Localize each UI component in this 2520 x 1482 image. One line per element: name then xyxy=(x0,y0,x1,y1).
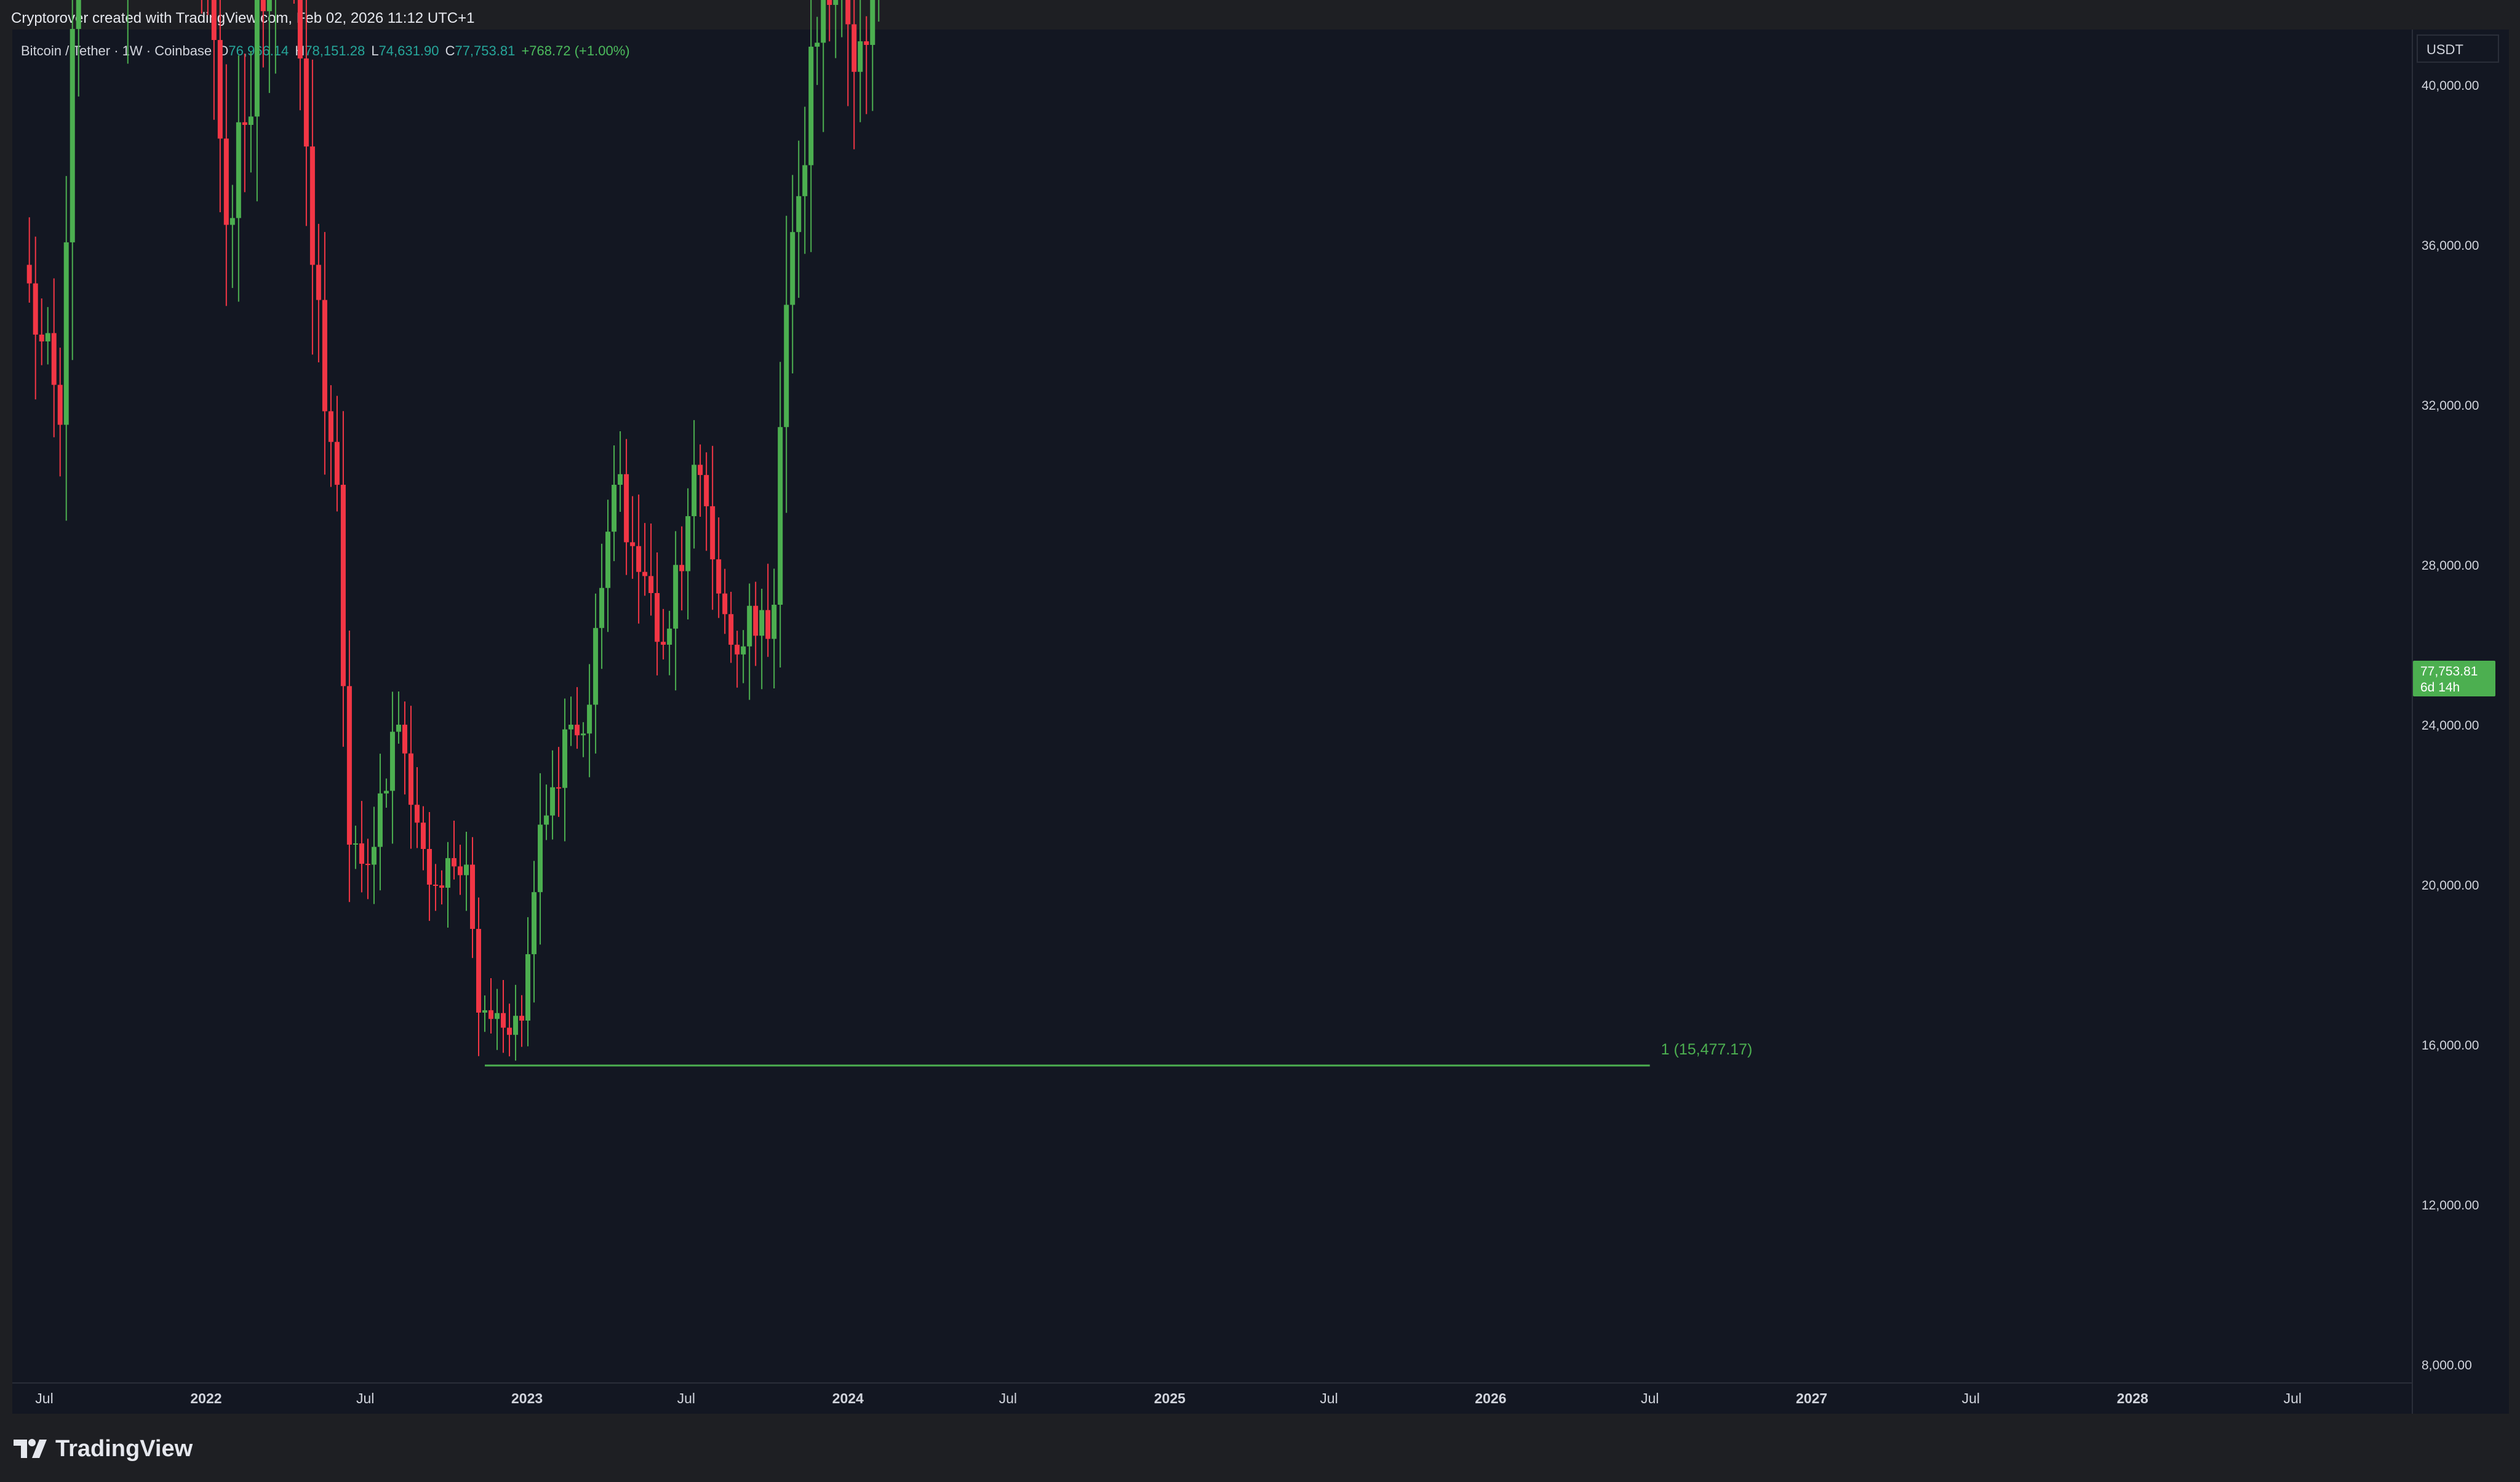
low-value: 74,631.90 xyxy=(378,43,439,58)
snapshot-caption: Cryptorover created with TradingView.com… xyxy=(11,10,475,26)
tradingview-logo-icon xyxy=(14,1439,47,1458)
tradingview-brand: TradingView xyxy=(55,1436,193,1462)
high-value: 78,151.28 xyxy=(305,43,365,58)
top-bar: Cryptorover created with TradingView.com… xyxy=(0,0,2520,28)
close-label: C xyxy=(445,43,455,58)
high-label: H xyxy=(295,43,305,58)
open-value: 76,966.14 xyxy=(228,43,289,58)
close-value: 77,753.81 xyxy=(455,43,516,58)
low-label: L xyxy=(371,43,379,58)
currency-label: USDT xyxy=(2426,42,2463,57)
chart-panel[interactable] xyxy=(12,30,2412,1414)
price-scale-panel[interactable] xyxy=(2412,30,2509,1414)
symbol-legend: Bitcoin / Tether · 1W · Coinbase O76,966… xyxy=(21,43,632,59)
open-label: O xyxy=(218,43,229,58)
bottom-bar xyxy=(0,1414,2520,1482)
currency-selector[interactable]: USDT xyxy=(2417,34,2499,63)
change-value: +768.72 (+1.00%) xyxy=(521,43,630,58)
symbol-name[interactable]: Bitcoin / Tether · 1W · Coinbase xyxy=(21,43,212,58)
